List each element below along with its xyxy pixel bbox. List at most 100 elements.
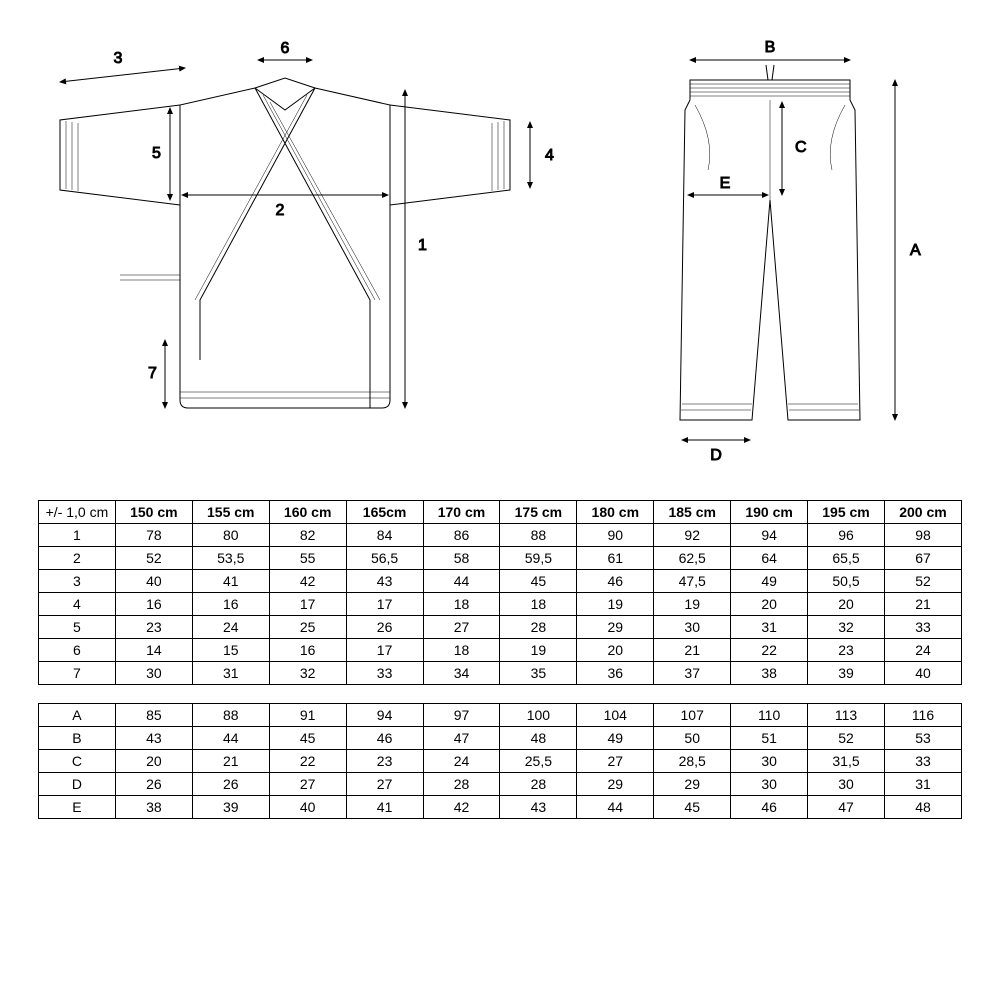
jacket-diagram (60, 78, 510, 408)
table-row: B4344454647484950515253 (39, 727, 962, 750)
cell: 43 (115, 727, 192, 750)
cell: 37 (654, 662, 731, 685)
cell: 88 (500, 524, 577, 547)
pants-size-table: A8588919497100104107110113116B4344454647… (38, 703, 962, 819)
cell: 22 (269, 750, 346, 773)
cell: 48 (500, 727, 577, 750)
cell: 80 (192, 524, 269, 547)
cell: 31 (731, 616, 808, 639)
pants-label-D: D (710, 447, 722, 464)
cell: 23 (115, 616, 192, 639)
cell: 27 (577, 750, 654, 773)
cell: 20 (808, 593, 885, 616)
cell: 48 (884, 796, 961, 819)
cell: 21 (654, 639, 731, 662)
row-label: A (39, 704, 116, 727)
pants-label-C: C (795, 139, 807, 156)
cell: 29 (654, 773, 731, 796)
cell: 90 (577, 524, 654, 547)
row-label: E (39, 796, 116, 819)
cell: 27 (269, 773, 346, 796)
row-label: 4 (39, 593, 116, 616)
column-header: 195 cm (808, 501, 885, 524)
cell: 61 (577, 547, 654, 570)
cell: 52 (884, 570, 961, 593)
row-label: C (39, 750, 116, 773)
cell: 62,5 (654, 547, 731, 570)
column-header: 180 cm (577, 501, 654, 524)
cell: 15 (192, 639, 269, 662)
cell: 52 (808, 727, 885, 750)
cell: 113 (808, 704, 885, 727)
pants-label-E: E (720, 175, 731, 192)
column-header: 165cm (346, 501, 423, 524)
cell: 116 (884, 704, 961, 727)
cell: 53 (884, 727, 961, 750)
column-header: 160 cm (269, 501, 346, 524)
cell: 104 (577, 704, 654, 727)
cell: 36 (577, 662, 654, 685)
jacket-label-4: 4 (545, 147, 554, 164)
cell: 39 (808, 662, 885, 685)
cell: 17 (346, 593, 423, 616)
cell: 16 (192, 593, 269, 616)
cell: 26 (115, 773, 192, 796)
cell: 27 (423, 616, 500, 639)
pants-label-B: B (765, 39, 776, 56)
cell: 31 (884, 773, 961, 796)
cell: 86 (423, 524, 500, 547)
cell: 100 (500, 704, 577, 727)
cell: 25,5 (500, 750, 577, 773)
cell: 26 (346, 616, 423, 639)
jacket-label-1: 1 (418, 237, 427, 254)
cell: 58 (423, 547, 500, 570)
cell: 47,5 (654, 570, 731, 593)
cell: 20 (115, 750, 192, 773)
cell: 46 (346, 727, 423, 750)
cell: 16 (269, 639, 346, 662)
cell: 18 (500, 593, 577, 616)
cell: 23 (346, 750, 423, 773)
cell: 25 (269, 616, 346, 639)
table-row: 34041424344454647,54950,552 (39, 570, 962, 593)
row-label: D (39, 773, 116, 796)
cell: 28 (500, 616, 577, 639)
cell: 82 (269, 524, 346, 547)
sizing-tables: +/- 1,0 cm150 cm155 cm160 cm165cm170 cm1… (38, 500, 962, 837)
cell: 29 (577, 616, 654, 639)
cell: 78 (115, 524, 192, 547)
cell: 42 (423, 796, 500, 819)
jacket-label-7: 7 (148, 365, 157, 382)
column-header: 155 cm (192, 501, 269, 524)
cell: 56,5 (346, 547, 423, 570)
cell: 32 (269, 662, 346, 685)
cell: 52 (115, 547, 192, 570)
cell: 44 (577, 796, 654, 819)
row-label: 7 (39, 662, 116, 685)
cell: 24 (192, 616, 269, 639)
cell: 30 (731, 750, 808, 773)
cell: 46 (731, 796, 808, 819)
cell: 45 (654, 796, 731, 819)
jacket-label-5: 5 (152, 145, 161, 162)
cell: 31,5 (808, 750, 885, 773)
cell: 49 (577, 727, 654, 750)
table-row: 61415161718192021222324 (39, 639, 962, 662)
cell: 19 (654, 593, 731, 616)
cell: 94 (731, 524, 808, 547)
cell: 21 (192, 750, 269, 773)
cell: 41 (192, 570, 269, 593)
cell: 49 (731, 570, 808, 593)
cell: 28,5 (654, 750, 731, 773)
cell: 30 (654, 616, 731, 639)
cell: 31 (192, 662, 269, 685)
cell: 32 (808, 616, 885, 639)
cell: 30 (115, 662, 192, 685)
column-header: 200 cm (884, 501, 961, 524)
cell: 107 (654, 704, 731, 727)
cell: 44 (423, 570, 500, 593)
cell: 34 (423, 662, 500, 685)
cell: 88 (192, 704, 269, 727)
cell: 64 (731, 547, 808, 570)
table-row: D2626272728282929303031 (39, 773, 962, 796)
